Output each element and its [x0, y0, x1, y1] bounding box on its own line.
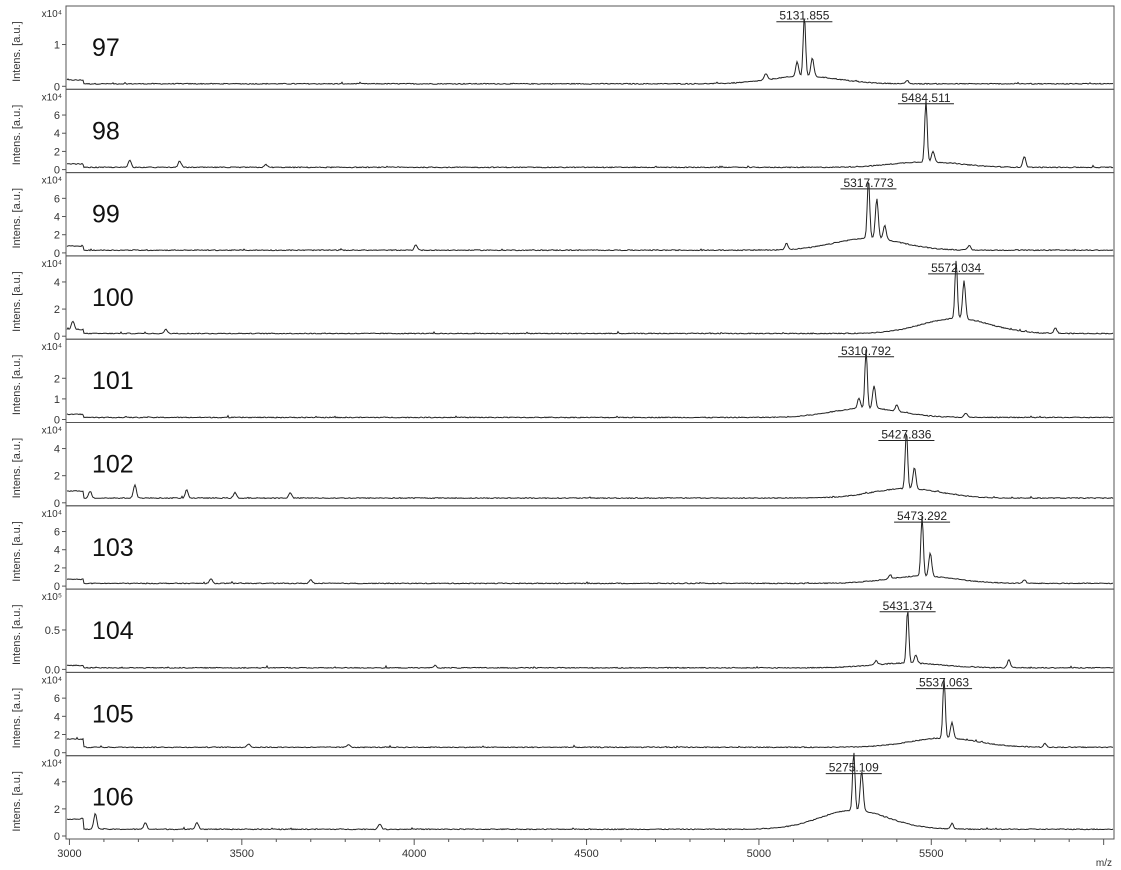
y-tick-label: 4 — [54, 444, 60, 456]
y-tick-label: 2 — [54, 804, 60, 816]
x-tick-label: 4000 — [402, 848, 426, 860]
spectrum-trace — [66, 433, 1114, 500]
y-axis-label: Intens. [a.u.] — [11, 521, 23, 582]
spectrum-trace — [66, 349, 1114, 419]
y-tick-label: 1 — [54, 394, 60, 406]
y-tick-label: 2 — [54, 146, 60, 158]
peak-mz-label: 5427.836 — [881, 427, 931, 441]
y-tick-label: 2 — [54, 563, 60, 575]
peak-mz-label: 5131.855 — [779, 9, 829, 23]
y-tick-label: 0 — [54, 331, 60, 343]
y-tick-label: 2 — [54, 730, 60, 742]
sample-number-label: 103 — [92, 534, 134, 562]
spectrum-trace — [66, 260, 1114, 335]
y-tick-label: 0 — [54, 748, 60, 760]
y-tick-label: 6 — [54, 110, 60, 122]
peak-mz-label: 5484.511 — [901, 91, 950, 105]
spectrum-trace — [66, 678, 1113, 749]
y-tick-label: 2 — [54, 471, 60, 483]
y-tick-label: 0 — [54, 831, 60, 843]
y-tick-label: 2 — [54, 373, 60, 385]
x-tick-label: 3000 — [57, 848, 81, 860]
y-exponent-label: x10⁴ — [42, 342, 62, 353]
sample-number-label: 97 — [92, 34, 120, 62]
y-exponent-label: x10⁴ — [42, 9, 62, 20]
spectrum-trace — [66, 181, 1114, 252]
y-tick-label: 0 — [54, 165, 60, 177]
y-tick-label: 2 — [54, 304, 60, 316]
sample-number-label: 101 — [92, 367, 134, 395]
y-tick-label: 0 — [54, 498, 60, 510]
y-exponent-label: x10⁴ — [42, 509, 62, 520]
sample-number-label: 105 — [92, 700, 134, 728]
y-tick-label: 4 — [54, 711, 60, 723]
y-axis-label: Intens. [a.u.] — [11, 105, 23, 166]
y-tick-label: 0 — [54, 415, 60, 427]
x-axis: 3000 3500 4000 4500 5000 5500 m/z — [57, 839, 1112, 869]
spectrum-panel-104: 0.0 0.5 x10⁵ Intens. [a.u.] 5431.374 104 — [11, 588, 1115, 676]
spectrum-panel-99: 0 2 4 6 x10⁴ Intens. [a.u.] 5317.773 99 — [11, 172, 1115, 260]
sample-number-label: 104 — [92, 617, 134, 645]
y-tick-label: 4 — [54, 777, 60, 789]
peak-mz-label: 5275.109 — [829, 761, 879, 775]
sample-number-label: 98 — [92, 117, 120, 145]
spectrum-panel-103: 0 2 4 6 x10⁴ Intens. [a.u.] 5473.292 103 — [11, 505, 1115, 593]
spectrum-panel-101: 0 1 2 x10⁴ Intens. [a.u.] 5310.792 101 — [11, 338, 1115, 427]
y-tick-label: 0 — [54, 248, 60, 260]
sample-number-label: 100 — [92, 284, 134, 312]
y-tick-label: 6 — [54, 693, 60, 705]
y-exponent-label: x10⁴ — [42, 675, 62, 686]
y-tick-label: 4 — [54, 277, 60, 289]
sample-number-label: 106 — [92, 784, 134, 812]
y-exponent-label: x10⁴ — [42, 259, 62, 270]
y-axis-label: Intens. [a.u.] — [11, 21, 23, 82]
y-exponent-label: x10⁴ — [42, 759, 62, 770]
y-axis-label: Intens. [a.u.] — [11, 771, 23, 832]
spectrum-panel-106: 0 2 4 x10⁴ Intens. [a.u.] 5275.109 106 — [11, 752, 1115, 843]
sample-number-label: 99 — [92, 201, 120, 229]
y-axis-label: Intens. [a.u.] — [11, 604, 23, 665]
x-axis-label: m/z — [1096, 858, 1112, 869]
y-tick-label: 4 — [54, 545, 60, 557]
y-axis-label: Intens. [a.u.] — [11, 688, 23, 749]
panel-frame — [65, 755, 1115, 840]
sample-number-label: 102 — [92, 451, 134, 479]
x-tick-label: 4500 — [574, 848, 598, 860]
spectrum-trace — [66, 516, 1114, 585]
y-tick-label: 0 — [54, 581, 60, 593]
peak-mz-label: 5473.292 — [897, 509, 947, 523]
y-tick-label: 4 — [54, 212, 60, 224]
y-axis-label: Intens. [a.u.] — [11, 271, 23, 332]
spectrum-trace — [66, 611, 1114, 670]
spectrum-trace — [67, 99, 1114, 169]
y-tick-label: 2 — [54, 230, 60, 242]
y-tick-label: 6 — [54, 527, 60, 539]
y-tick-label: 6 — [54, 193, 60, 205]
y-tick-label: 1 — [54, 40, 60, 52]
peak-mz-label: 5572.034 — [931, 261, 981, 275]
x-tick-label: 3500 — [230, 848, 254, 860]
y-axis-label: Intens. [a.u.] — [11, 438, 23, 499]
y-exponent-label: x10⁴ — [42, 426, 62, 437]
y-axis-label: Intens. [a.u.] — [11, 355, 23, 416]
x-tick-label: 5000 — [747, 848, 771, 860]
x-tick-label: 5500 — [919, 848, 943, 860]
peak-mz-label: 5310.792 — [841, 344, 891, 358]
y-exponent-label: x10⁴ — [42, 176, 62, 187]
peak-mz-label: 5317.773 — [843, 176, 893, 190]
spectrum-trace — [66, 752, 1114, 831]
y-tick-label: 0 — [54, 81, 60, 93]
y-exponent-label: x10⁵ — [42, 592, 62, 603]
y-tick-label: 0.0 — [45, 664, 60, 676]
peak-mz-label: 5431.374 — [883, 599, 933, 613]
y-tick-label: 0.5 — [45, 625, 60, 637]
y-tick-label: 4 — [54, 128, 60, 140]
y-exponent-label: x10⁴ — [42, 92, 62, 103]
spectrum-trace — [66, 18, 1114, 85]
peak-mz-label: 5537.063 — [919, 676, 969, 690]
spectra-panels: 0 1 x10⁴ Intens. [a.u.] 5131.855 97 0 2 4 6 x10⁴ In… — [11, 5, 1115, 843]
y-axis-label: Intens. [a.u.] — [11, 188, 23, 249]
